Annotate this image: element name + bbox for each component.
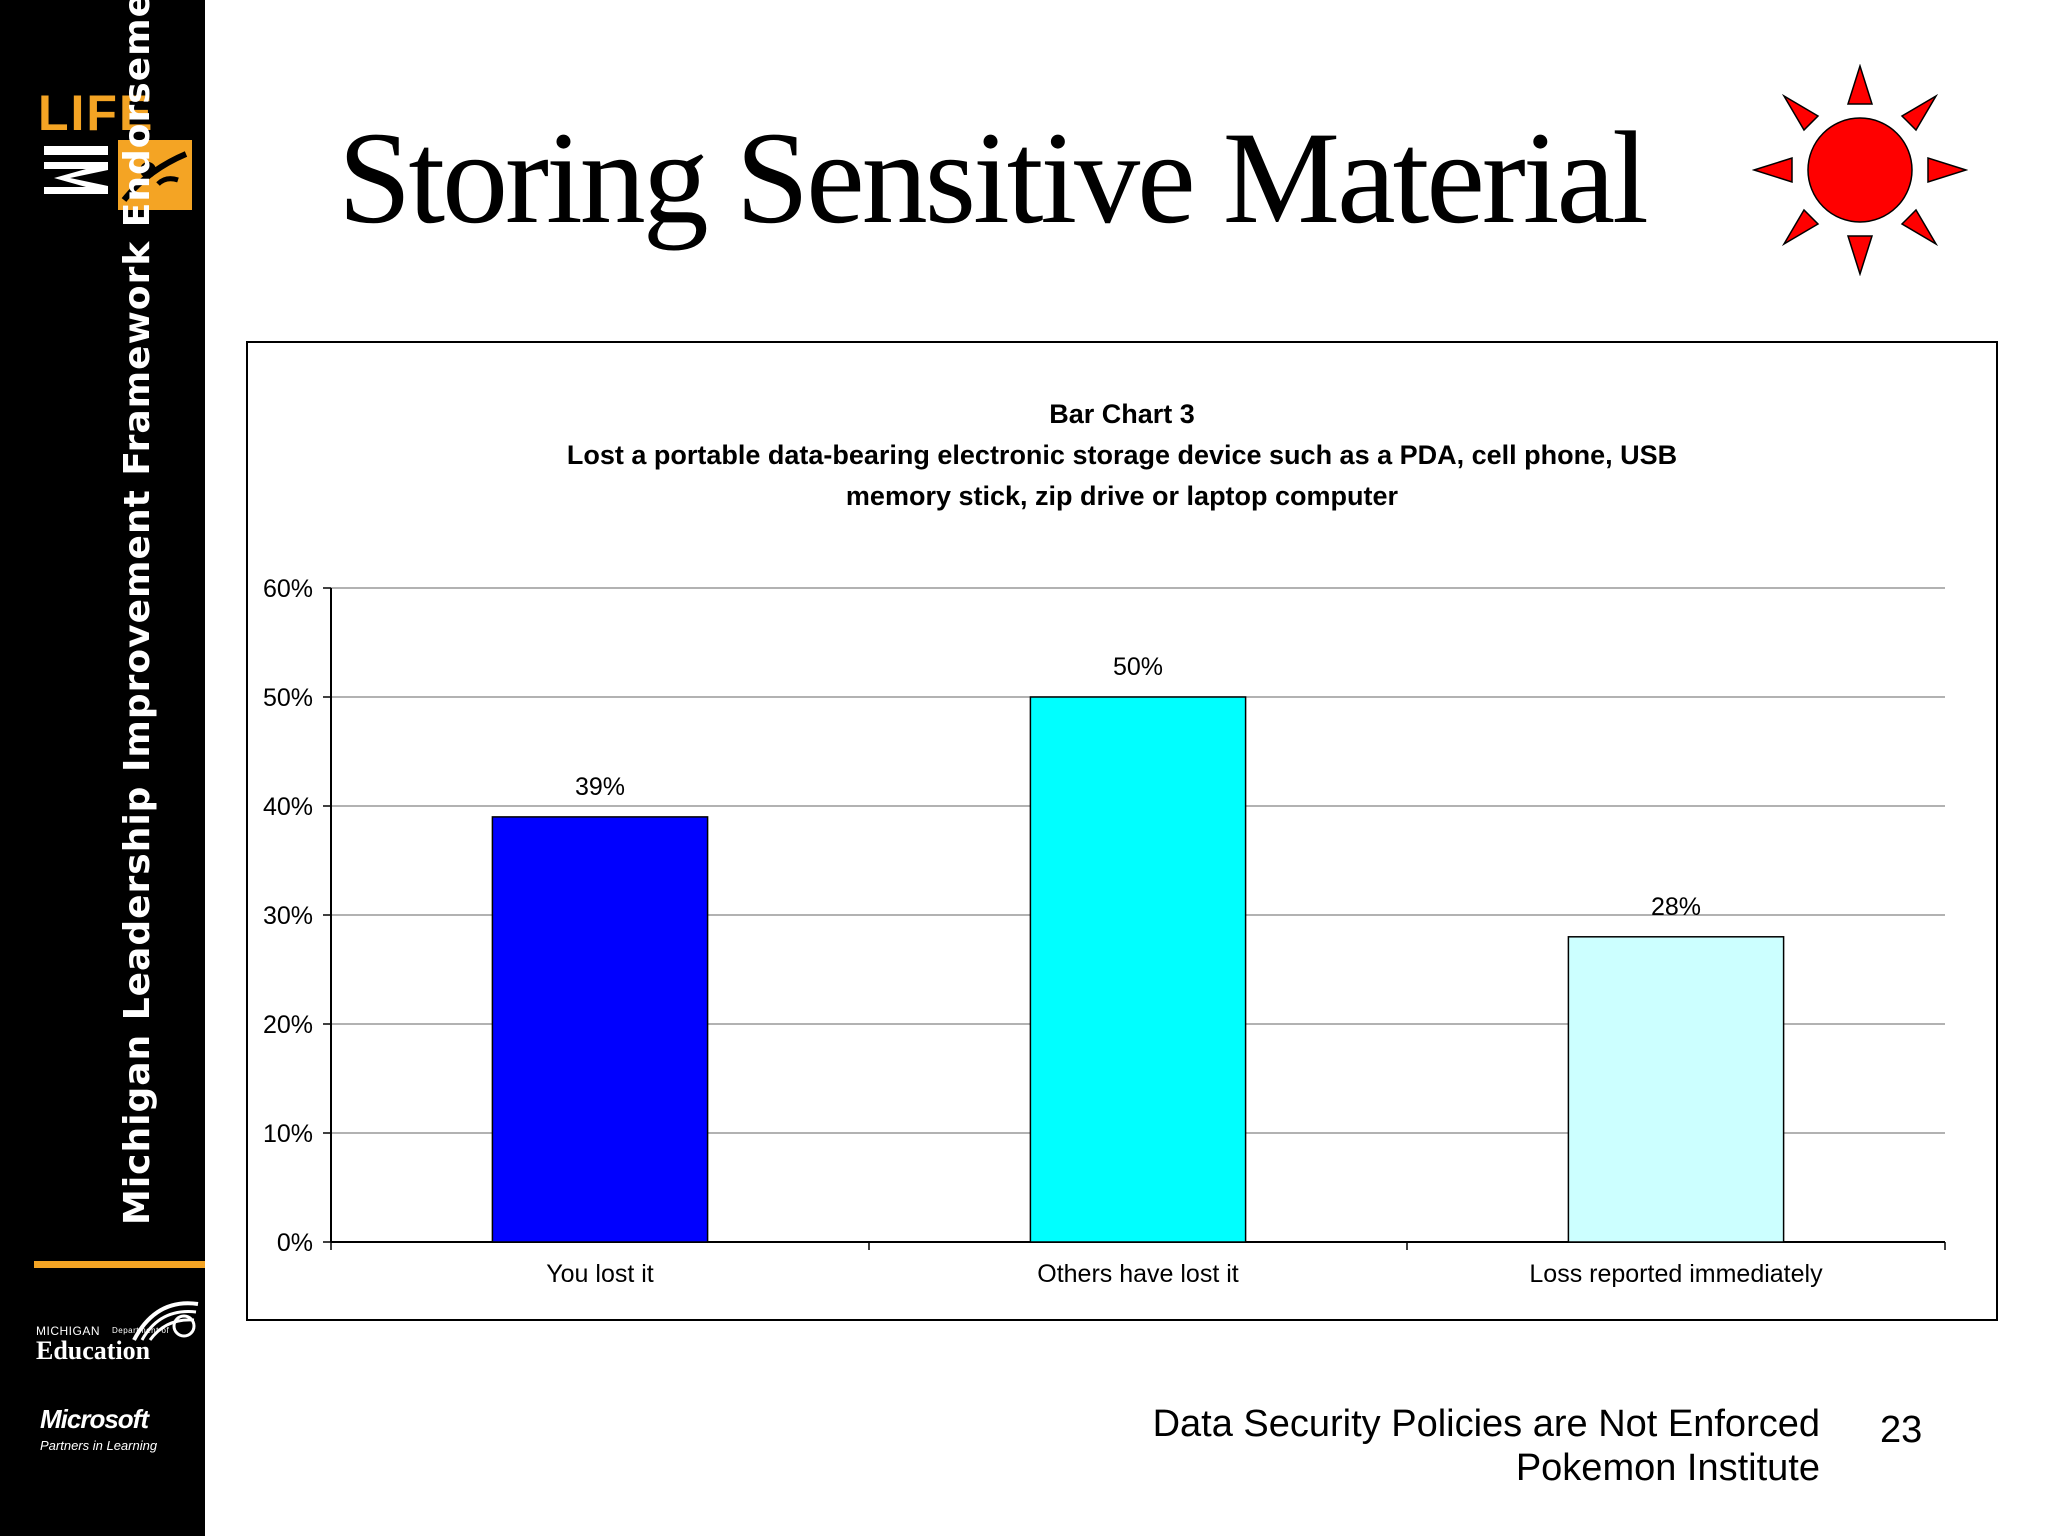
logo-mi-icon [44,146,108,194]
michigan-education-logo: MICHIGAN Department of Education [36,1296,199,1365]
y-tick-label: 40% [263,793,313,821]
mde-dept-text: Department of [112,1326,170,1335]
microsoft-wordmark: Microsoft [40,1404,149,1434]
sidebar-vertical-title: Michigan Leadership Improvement Framewor… [117,0,158,1225]
mde-emblem-icon [132,1301,199,1341]
sidebar: LIFE Michigan Leadership Improvement Fra… [0,0,205,1536]
x-tick-label: You lost it [546,1260,654,1288]
logo-figure-icon [118,140,192,210]
data-label: 28% [1651,893,1701,921]
logo-figure-svg [121,151,188,202]
microsoft-tagline: Partners in Learning [40,1438,158,1453]
y-tick-label: 60% [263,575,313,603]
logo-life-text: LIFE [38,85,155,141]
footer-subtitle: Data Security Policies are Not Enforced [1152,1403,1820,1445]
mde-state-text: MICHIGAN [36,1324,100,1338]
footer-source: Pokemon Institute [1515,1447,1820,1489]
y-tick-label: 50% [263,684,313,712]
sidebar-divider [34,1261,205,1268]
bar [1029,696,1247,1243]
y-tick-label: 30% [263,902,313,930]
page-number: 23 [1880,1409,1923,1451]
page-title: Storing Sensitive Material [338,104,1649,251]
chart-subtitle-line-1: Lost a portable data-bearing electronic … [566,440,1678,470]
data-label: 39% [575,773,625,801]
bar [1567,936,1785,1243]
chart-title: Bar Chart 3 [1049,399,1195,429]
x-tick-label: Loss reported immediately [1529,1260,1823,1288]
microsoft-logo: Microsoft Partners in Learning [40,1404,190,1454]
data-label: 50% [1113,653,1163,681]
y-tick-label: 20% [263,1011,313,1039]
x-tick-label: Others have lost it [1037,1260,1239,1288]
mde-education-text: Education [36,1336,151,1365]
chart-subtitle-line-2: memory stick, zip drive or laptop comput… [845,481,1399,511]
y-tick-label: 0% [277,1229,313,1257]
chart-frame: Bar Chart 3 Lost a portable data-bearing… [246,341,1998,1321]
sun-icon [1752,64,1968,276]
bar-chart: 0% 10% 20% 30% 40% 50% 60% 39% You lost it 50% Oth… [263,575,1946,1288]
mi-life-logo: LIFE [38,85,192,213]
y-tick-label: 10% [263,1120,313,1148]
bar [491,816,709,1243]
